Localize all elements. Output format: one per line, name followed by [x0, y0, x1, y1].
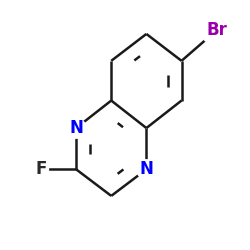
Text: Br: Br	[206, 21, 227, 39]
Text: N: N	[69, 119, 83, 137]
Text: N: N	[140, 160, 153, 178]
Text: F: F	[35, 160, 47, 178]
